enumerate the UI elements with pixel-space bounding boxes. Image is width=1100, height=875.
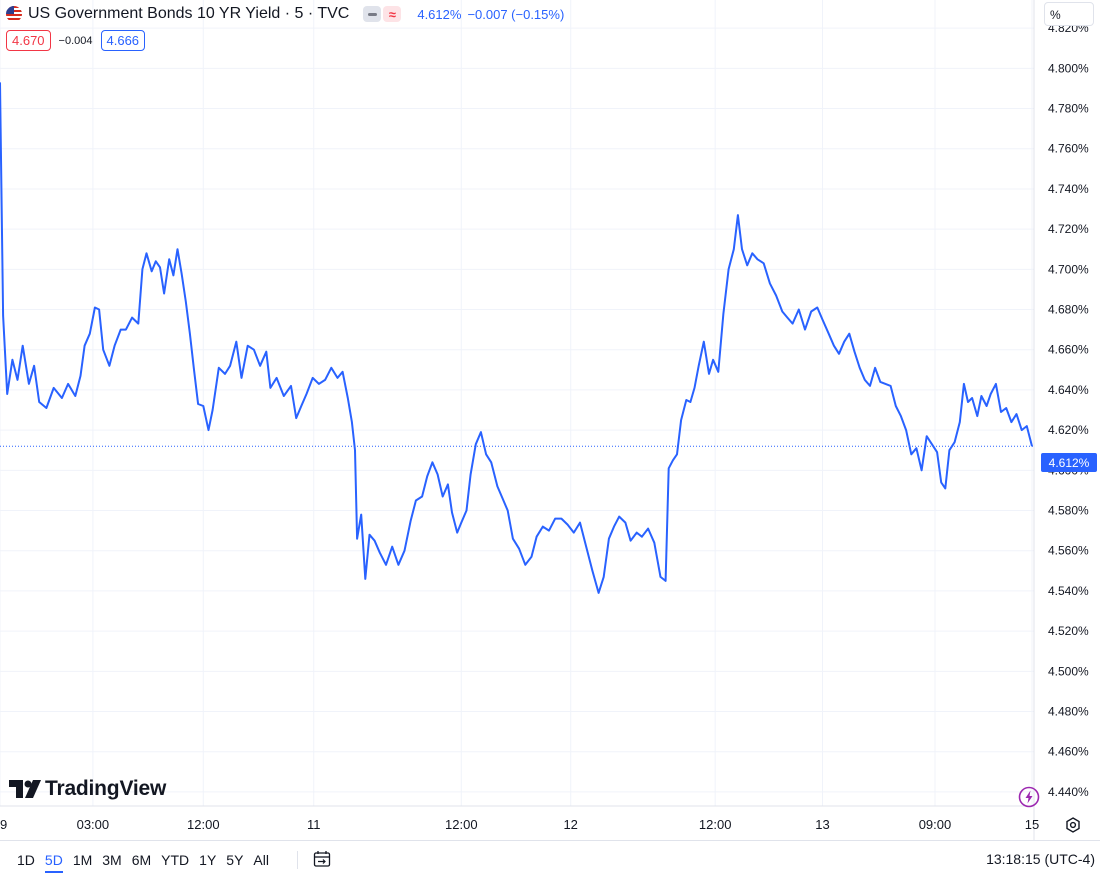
range-1m-button[interactable]: 1M — [72, 852, 93, 868]
price-tick-label: 4.500% — [1048, 664, 1089, 678]
price-tick-label: 4.540% — [1048, 584, 1089, 598]
time-tick-label: 9 — [0, 817, 7, 832]
flash-icon[interactable] — [1018, 786, 1040, 808]
header-change: −0.007 (−0.15%) — [467, 6, 565, 22]
bottom-toolbar: 1D 5D 1M 3M 6M YTD 1Y 5Y All 13:18:15 (U… — [0, 840, 1100, 875]
last-price-label: 4.612% — [1041, 453, 1097, 472]
range-5y-button[interactable]: 5Y — [226, 852, 244, 868]
time-tick-label: 11 — [307, 817, 321, 832]
range-1y-button[interactable]: 1Y — [199, 852, 217, 868]
range-6m-button[interactable]: 6M — [131, 852, 152, 868]
price-tick-label: 4.740% — [1048, 182, 1089, 196]
spread-value: −0.004 — [58, 34, 93, 47]
range-3m-button[interactable]: 3M — [102, 852, 122, 868]
price-tick-label: 4.440% — [1048, 785, 1089, 799]
tradingview-logo[interactable]: TradingView — [9, 777, 166, 801]
time-tick-label: 13 — [815, 817, 829, 832]
price-tick-label: 4.760% — [1048, 142, 1089, 156]
price-tick-label: 4.720% — [1048, 222, 1089, 236]
time-tick-label: 12:00 — [187, 817, 220, 832]
range-ytd-button[interactable]: YTD — [161, 852, 190, 868]
unit-selector-button[interactable]: % — [1044, 2, 1094, 26]
price-tick-label: 4.800% — [1048, 61, 1089, 75]
price-tick-label: 4.520% — [1048, 624, 1089, 638]
range-5d-button[interactable]: 5D — [40, 851, 68, 873]
price-tick-label: 4.620% — [1048, 423, 1089, 437]
price-tick-label: 4.660% — [1048, 343, 1089, 357]
toolbar-divider — [297, 851, 298, 869]
price-tick-label: 4.580% — [1048, 504, 1089, 518]
price-tick-label: 4.700% — [1048, 262, 1089, 276]
time-tick-label: 12:00 — [699, 817, 732, 832]
price-tick-label: 4.680% — [1048, 303, 1089, 317]
price-tick-label: 4.560% — [1048, 544, 1089, 558]
logo-text: TradingView — [45, 777, 167, 800]
time-tick-label: 09:00 — [919, 817, 952, 832]
symbol-header: US Government Bonds 10 YR Yield · 5 · TV… — [6, 3, 564, 25]
price-tick-label: 4.460% — [1048, 745, 1089, 759]
buy-price-button[interactable]: 4.666 — [100, 30, 146, 51]
price-tick-label: 4.480% — [1048, 705, 1089, 719]
time-tick-label: 12:00 — [445, 817, 478, 832]
sell-price-button[interactable]: 4.670 — [6, 30, 51, 51]
date-range-selector: 1D 5D 1M 3M 6M YTD 1Y 5Y All — [12, 851, 274, 873]
symbol-title[interactable]: US Government Bonds 10 YR Yield · 5 · TV… — [28, 5, 350, 22]
tradingview-logo-icon — [9, 780, 41, 798]
quote-panel: 4.670 −0.004 4.666 — [6, 30, 146, 51]
time-tick-label: 12 — [563, 817, 577, 832]
range-1d-button[interactable]: 1D — [17, 852, 35, 868]
yield-line — [0, 82, 1033, 594]
go-to-date-icon[interactable] — [312, 849, 332, 869]
header-price: 4.612% — [417, 6, 462, 22]
delayed-data-icon[interactable]: ≈ — [383, 6, 402, 22]
time-tick-label: 03:00 — [77, 817, 110, 832]
price-axis[interactable]: 4.440% 4.460% 4.480% 4.500% 4.520% 4.540% 4.56… — [1048, 21, 1089, 799]
price-tick-label: 4.640% — [1048, 383, 1089, 397]
time-axis[interactable]: 9 03:00 12:00 11 12:00 12 12:00 13 09:00 15 — [0, 817, 1039, 832]
settings-gear-icon[interactable] — [1065, 817, 1081, 833]
time-tick-label: 15 — [1025, 817, 1039, 832]
chart-grid — [0, 0, 1034, 806]
range-all-button[interactable]: All — [253, 852, 269, 868]
market-status-icon[interactable] — [363, 6, 382, 22]
price-tick-label: 4.780% — [1048, 102, 1089, 116]
timezone-clock[interactable]: 13:18:15 (UTC-4) — [986, 851, 1095, 867]
us-flag-icon — [6, 6, 22, 22]
